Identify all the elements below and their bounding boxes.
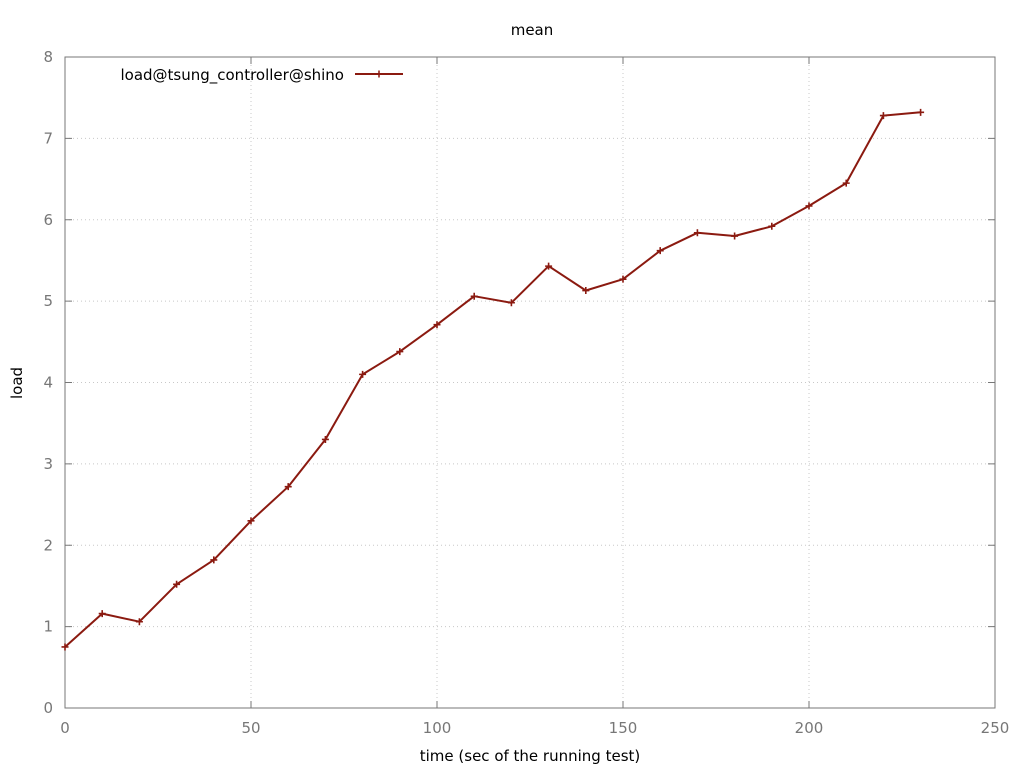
x-tick-label: 50 [241, 719, 260, 737]
y-tick-label: 6 [43, 211, 53, 229]
legend-marker [375, 70, 383, 78]
data-point [805, 202, 813, 210]
y-tick-label: 0 [43, 699, 53, 717]
data-point [433, 321, 441, 329]
data-point [247, 517, 255, 525]
data-point [842, 179, 850, 187]
data-point [173, 580, 181, 588]
y-tick-label: 8 [43, 48, 53, 66]
data-point [582, 287, 590, 295]
data-point [284, 483, 292, 491]
series-layer [61, 108, 925, 651]
y-tick-label: 7 [43, 129, 53, 147]
data-point [656, 247, 664, 255]
axis-ticks: 0 50 100 150 200 250 0 1 2 3 4 5 6 7 8 [43, 48, 1009, 737]
data-point [98, 610, 106, 618]
x-tick-label: 250 [981, 719, 1010, 737]
x-tick-label: 100 [423, 719, 452, 737]
y-tick-label: 3 [43, 455, 53, 473]
data-point [731, 232, 739, 240]
data-point [470, 292, 478, 300]
y-tick-label: 2 [43, 536, 53, 554]
data-point [321, 435, 329, 443]
data-point [619, 275, 627, 283]
x-tick-label: 200 [795, 719, 824, 737]
legend-label: load@tsung_controller@shino [120, 66, 344, 85]
data-point [879, 112, 887, 120]
x-tick-label: 0 [60, 719, 70, 737]
data-point [210, 556, 218, 564]
data-point [545, 262, 553, 270]
y-tick-label: 1 [43, 618, 53, 636]
x-tick-label: 150 [609, 719, 638, 737]
data-point [396, 348, 404, 356]
y-axis-title: load [8, 367, 26, 399]
legend: load@tsung_controller@shino [120, 66, 403, 85]
data-point [135, 618, 143, 626]
x-axis-title: time (sec of the running test) [420, 747, 641, 765]
chart-title: mean [511, 21, 554, 39]
data-point [507, 299, 515, 307]
y-tick-label: 5 [43, 292, 53, 310]
data-point [768, 222, 776, 230]
data-point [917, 108, 925, 116]
series-line [64, 111, 921, 648]
data-point [359, 370, 367, 378]
y-tick-label: 4 [43, 374, 53, 392]
grid [65, 57, 995, 708]
data-point [693, 229, 701, 237]
data-point [61, 643, 69, 651]
